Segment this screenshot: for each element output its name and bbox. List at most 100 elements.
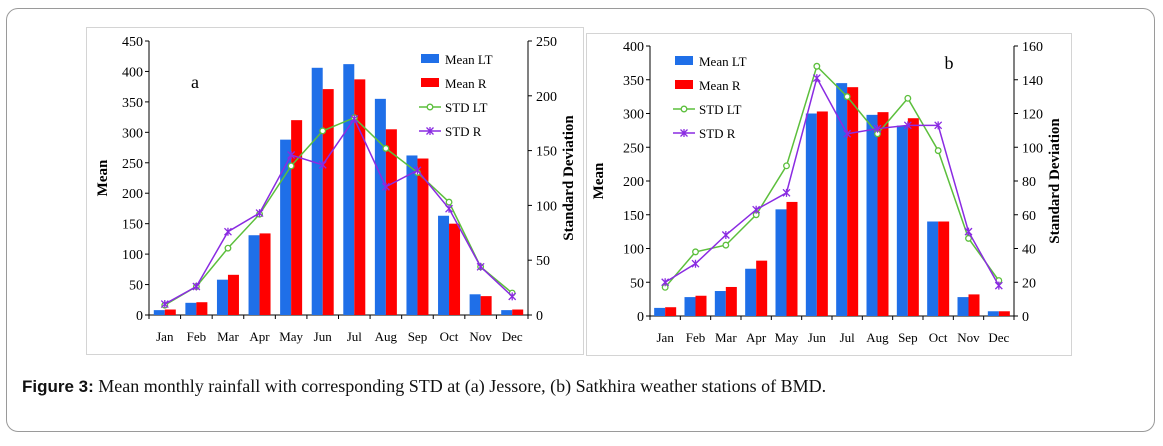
chart-b-y2-tick-label: 20 bbox=[1022, 276, 1036, 291]
chart-a-bar-mean-lt bbox=[311, 67, 323, 315]
chart-b-bar-mean-r bbox=[725, 286, 737, 316]
chart-b-y2-tick-label: 0 bbox=[1022, 310, 1029, 325]
chart-a-y-tick-label: 150 bbox=[122, 218, 143, 233]
chart-a-legend-swatch bbox=[421, 78, 439, 87]
chart-a-x-tick-label: Apr bbox=[249, 329, 270, 344]
chart-a-y2-axis-title: Standard Deviation bbox=[561, 115, 577, 241]
chart-panel-b: 0 50 100 150 200 250 300 350 400 0 20 40 60 80 100 120 1… bbox=[586, 33, 1072, 356]
chart-b-point-std-r bbox=[934, 121, 943, 130]
chart-a-y2-tick-label: 100 bbox=[536, 199, 557, 214]
chart-a-line-std-r bbox=[164, 117, 513, 305]
chart-b-bar-mean-r bbox=[877, 112, 889, 317]
chart-b-point-std-lt bbox=[692, 248, 699, 256]
chart-b-x-tick-label: Sep bbox=[898, 330, 918, 345]
chart-a-y-tick-label: 50 bbox=[129, 279, 143, 294]
chart-a-bar-mean-r bbox=[322, 89, 334, 315]
chart-b-point-std-r bbox=[782, 188, 791, 197]
chart-b-point-std-r bbox=[964, 227, 973, 236]
chart-b-y2-tick-label: 100 bbox=[1022, 141, 1043, 156]
chart-a-point-std-r bbox=[160, 300, 169, 309]
chart-b-x-tick-label: Jan bbox=[656, 330, 674, 345]
chart-a-x-tick-label: Jan bbox=[156, 329, 174, 344]
chart-b-bar-mean-lt bbox=[684, 297, 696, 316]
chart-a-point-std-r bbox=[255, 209, 264, 218]
chart-b-bar-mean-r bbox=[907, 118, 919, 316]
chart-a-x-tick-label: Nov bbox=[469, 329, 492, 344]
chart-b-legend-marker bbox=[680, 105, 688, 113]
chart-a-x-tick-label: Aug bbox=[375, 329, 398, 344]
chart-a-y-tick-label: 100 bbox=[122, 248, 143, 263]
chart-a-point-std-r bbox=[223, 227, 232, 236]
chart-b-svg: 0 50 100 150 200 250 300 350 400 0 20 40 60 80 100 120 1… bbox=[591, 40, 1063, 345]
chart-b-bar-mean-lt bbox=[714, 291, 726, 316]
chart-b-point-std-r bbox=[661, 278, 670, 287]
chart-b-point-std-r bbox=[752, 205, 761, 214]
chart-a-x-tick-label: Jun bbox=[314, 329, 333, 344]
chart-b-legend-swatch bbox=[675, 80, 693, 89]
chart-b-legend-marker bbox=[680, 129, 688, 137]
chart-b-y-tick-label: 50 bbox=[630, 276, 644, 291]
chart-b-y2-axis-title: Standard Deviation bbox=[1047, 118, 1063, 244]
chart-a-x-tick-label: Feb bbox=[187, 329, 207, 344]
chart-b-point-std-lt bbox=[934, 147, 942, 155]
chart-a-bar-mean-lt bbox=[406, 155, 418, 315]
chart-a-point-std-lt bbox=[319, 127, 327, 135]
chart-a-legend-marker bbox=[426, 103, 434, 111]
chart-b-y2-tick-label: 60 bbox=[1022, 209, 1036, 224]
chart-b-bar-mean-lt bbox=[896, 125, 908, 317]
chart-b-bar-mean-lt bbox=[745, 268, 757, 316]
caption-label: Figure 3: bbox=[22, 377, 94, 396]
chart-a-y2-tick-label: 50 bbox=[536, 254, 550, 269]
chart-b-bar-mean-r bbox=[847, 87, 859, 316]
chart-a-point-std-r bbox=[445, 204, 454, 213]
chart-a-legend-label: Mean R bbox=[445, 76, 487, 91]
chart-b-x-tick-label: Jun bbox=[808, 330, 827, 345]
chart-a-legend-swatch bbox=[421, 54, 439, 63]
chart-a-y-tick-label: 250 bbox=[122, 157, 143, 172]
chart-b-bar-mean-lt bbox=[866, 114, 878, 316]
chart-a-y2-tick-label: 250 bbox=[536, 35, 557, 50]
chart-a-bar-mean-lt bbox=[343, 64, 355, 315]
chart-b-point-std-lt bbox=[722, 241, 730, 249]
chart-a-x-tick-label: Jul bbox=[347, 329, 363, 344]
chart-b-x-tick-label: Jul bbox=[840, 330, 856, 345]
chart-a-bar-mean-r bbox=[227, 274, 239, 315]
figure-caption: Figure 3: Mean monthly rainfall with cor… bbox=[22, 376, 826, 397]
chart-a-point-std-r bbox=[413, 166, 422, 175]
chart-a-svg: 0 50 100 150 200 250 300 350 400 450 0 50 100 150 200 2… bbox=[95, 35, 577, 344]
chart-a-legend-label: STD LT bbox=[445, 100, 488, 115]
chart-b-y-tick-label: 0 bbox=[637, 310, 644, 325]
chart-a-point-std-lt bbox=[224, 244, 232, 252]
chart-b-y-tick-label: 200 bbox=[623, 175, 644, 190]
chart-b-point-std-lt bbox=[813, 62, 821, 70]
chart-b-x-tick-label: Nov bbox=[957, 330, 980, 345]
chart-b-y2-tick-label: 80 bbox=[1022, 175, 1036, 190]
chart-a-y-tick-label: 450 bbox=[122, 35, 143, 50]
chart-a-bar-mean-lt bbox=[153, 310, 165, 315]
chart-a-y2-tick-label: 200 bbox=[536, 90, 557, 105]
caption-text: Mean monthly rainfall with corresponding… bbox=[93, 376, 827, 396]
chart-b-y2-tick-label: 120 bbox=[1022, 108, 1043, 123]
chart-b-bar-mean-lt bbox=[957, 297, 969, 316]
chart-b-bar-mean-lt bbox=[836, 83, 848, 316]
chart-a-y-tick-label: 200 bbox=[122, 187, 143, 202]
chart-a-y-tick-label: 350 bbox=[122, 96, 143, 111]
chart-b-point-std-r bbox=[691, 259, 700, 268]
chart-a-x-tick-label: Dec bbox=[502, 329, 523, 344]
chart-a-legend-label: STD R bbox=[445, 124, 482, 139]
chart-b-legend-label: STD R bbox=[699, 126, 736, 141]
chart-a-bar-mean-r bbox=[512, 309, 524, 315]
chart-b-bar-mean-r bbox=[786, 201, 798, 316]
chart-b-point-std-lt bbox=[904, 94, 912, 102]
chart-a-bar-mean-r bbox=[480, 296, 492, 315]
chart-a-y-tick-label: 400 bbox=[122, 65, 143, 80]
chart-panel-a: 0 50 100 150 200 250 300 350 400 450 0 50 100 150 200 2… bbox=[86, 27, 584, 355]
chart-a-bar-mean-r bbox=[164, 309, 176, 315]
chart-b-point-std-r bbox=[812, 74, 821, 83]
chart-a-bar-mean-lt bbox=[280, 139, 292, 315]
chart-a-point-std-r bbox=[476, 262, 485, 271]
figure-frame bbox=[6, 8, 1155, 432]
chart-a-bar-mean-r bbox=[196, 302, 208, 315]
chart-a-point-std-r bbox=[381, 182, 390, 191]
chart-b-point-std-r bbox=[843, 129, 852, 138]
